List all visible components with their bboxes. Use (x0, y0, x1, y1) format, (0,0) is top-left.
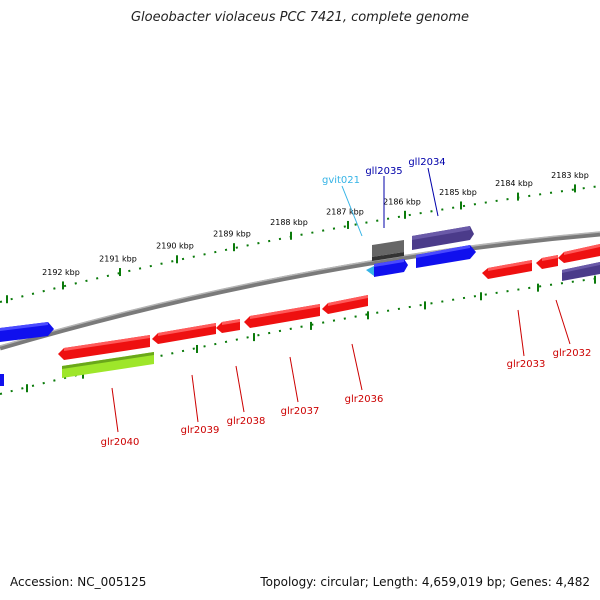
genome-backbone-highlight (0, 231, 600, 347)
label-glr2037: glr2037 (281, 406, 320, 417)
map-title: Gloeobacter violaceus PCC 7421, complete… (130, 10, 470, 25)
label-glr2032: glr2032 (553, 348, 592, 359)
gene-gvit021[interactable] (366, 266, 374, 276)
ruler-label: 2190 kbp (156, 242, 194, 251)
genome-backbone (0, 231, 600, 351)
gene-glr2032[interactable] (558, 244, 600, 263)
label-glr2039: glr2039 (181, 425, 220, 436)
genome-summary-text: Topology: circular; Length: 4,659,019 bp… (260, 575, 590, 589)
gene-glr2040[interactable] (58, 335, 150, 360)
gene-blue-left[interactable] (0, 322, 54, 342)
gene-gll2034[interactable] (412, 226, 474, 250)
ruler-label: 2192 kbp (42, 268, 80, 277)
label-gvit021: gvit021 (322, 175, 360, 186)
ruler-label: 2188 kbp (270, 218, 308, 227)
ruler-label: 2191 kbp (99, 254, 137, 263)
gene-glr2039[interactable] (152, 323, 216, 344)
label-glr2040: glr2040 (101, 437, 140, 448)
label-gll2035: gll2035 (365, 166, 402, 177)
gene-purple-right[interactable] (562, 262, 600, 281)
gene-glr2032-a[interactable] (536, 255, 558, 269)
ruler-lower-ticks (26, 275, 596, 393)
gene-blue-left-edge[interactable] (0, 374, 4, 386)
label-lines (111, 167, 571, 433)
ruler-label: 2186 kbp (383, 197, 421, 206)
label-gll2034: gll2034 (408, 157, 445, 168)
ruler-label: 2184 kbp (495, 179, 533, 188)
ruler-label: 2185 kbp (439, 188, 477, 197)
ruler-labels: 2183 kbp 2184 kbp 2185 kbp 2186 kbp 2187 kbp… (42, 171, 589, 277)
gene-green[interactable] (62, 352, 154, 378)
ruler-lower-line (0, 277, 600, 395)
gene-blue-2185[interactable] (416, 245, 476, 268)
gene-glr2033[interactable] (482, 260, 532, 279)
ruler-label: 2183 kbp (551, 171, 589, 180)
label-glr2038: glr2038 (227, 416, 266, 427)
gene-glr2037[interactable] (244, 304, 320, 328)
gene-glr2038[interactable] (216, 319, 240, 333)
accession-text: Accession: NC_005125 (10, 575, 147, 589)
ruler-label: 2187 kbp (326, 208, 364, 217)
label-glr2036: glr2036 (345, 394, 384, 405)
gene-glr2036[interactable] (322, 295, 368, 314)
gene-blue-2186[interactable] (374, 259, 408, 277)
label-glr2033: glr2033 (507, 359, 546, 370)
gene-gll2035[interactable] (372, 240, 404, 261)
ruler-label: 2189 kbp (213, 230, 251, 239)
ruler-upper-ticks (6, 184, 576, 304)
